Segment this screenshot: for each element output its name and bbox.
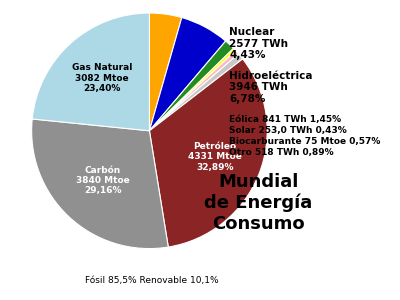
Text: Petróleo
4331 Mtoe
32,89%: Petróleo 4331 Mtoe 32,89%	[188, 142, 242, 172]
Wedge shape	[150, 18, 226, 131]
Text: Mundial
de Energía
Consumo: Mundial de Energía Consumo	[204, 173, 312, 233]
Text: Gas Natural
3082 Mtoe
23,40%: Gas Natural 3082 Mtoe 23,40%	[72, 64, 132, 93]
Text: Biocarburante 75 Mtoe 0,57%: Biocarburante 75 Mtoe 0,57%	[230, 137, 381, 146]
Text: Otro 518 TWh 0,89%: Otro 518 TWh 0,89%	[230, 148, 334, 157]
Wedge shape	[150, 48, 236, 131]
Text: Hidroeléctrica
3946 TWh
6,78%: Hidroeléctrica 3946 TWh 6,78%	[230, 71, 313, 104]
Wedge shape	[150, 59, 267, 247]
Wedge shape	[150, 54, 243, 131]
Wedge shape	[150, 13, 182, 131]
Wedge shape	[150, 41, 234, 131]
Wedge shape	[32, 13, 150, 131]
Text: Eólica 841 TWh 1,45%: Eólica 841 TWh 1,45%	[230, 116, 342, 124]
Wedge shape	[150, 51, 238, 131]
Wedge shape	[32, 119, 168, 249]
Text: Nuclear
2577 TWh
4,43%: Nuclear 2577 TWh 4,43%	[230, 27, 288, 60]
Text: Carbón
3840 Mtoe
29,16%: Carbón 3840 Mtoe 29,16%	[76, 166, 130, 195]
Text: Solar 253,0 TWh 0,43%: Solar 253,0 TWh 0,43%	[230, 126, 347, 135]
Text: Fósil 85,5% Renovable 10,1%: Fósil 85,5% Renovable 10,1%	[85, 276, 219, 285]
